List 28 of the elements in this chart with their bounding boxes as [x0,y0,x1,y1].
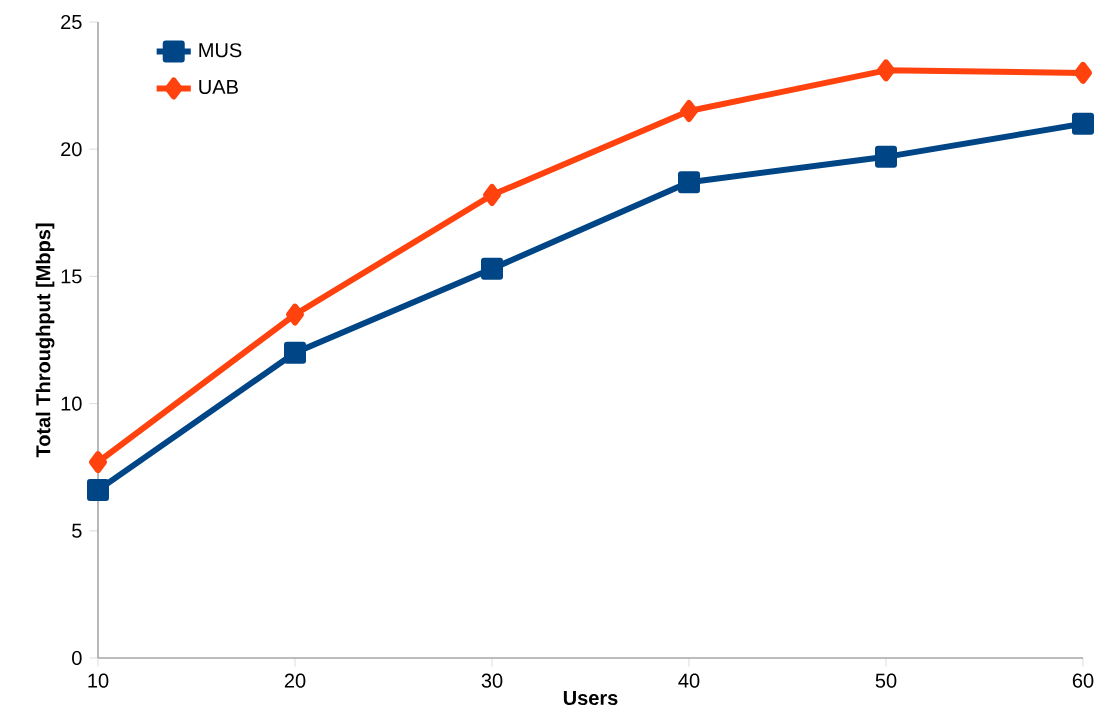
point [87,479,109,502]
point [678,171,700,194]
x-tick-label: 30 [481,673,503,688]
x-tick-label: 40 [678,673,700,688]
y-tick-label: 5 [72,523,82,538]
x-tick-label: 10 [88,673,109,688]
point [1074,61,1092,84]
x-axis-title: Users [563,691,618,706]
point [1072,112,1094,135]
y-tick-label: 20 [61,142,82,157]
point [877,59,895,82]
y-tick-label: 25 [61,14,82,30]
point [875,145,897,168]
point [481,257,503,280]
legend-label: UAB [199,80,238,95]
point [284,341,306,364]
y-tick-label: 10 [61,396,82,411]
y-axis-title: Total Throughput [Mbps] [35,223,55,458]
x-tick-label: 60 [1072,673,1094,688]
point [286,303,304,326]
y-tick-label: 0 [72,650,82,666]
point [483,183,501,206]
x-tick-label: 50 [875,673,897,688]
point [89,451,107,474]
x-tick-label: 20 [284,673,306,688]
point [680,100,698,123]
legend-label: MUS [199,43,242,58]
y-tick-label: 15 [61,269,82,284]
